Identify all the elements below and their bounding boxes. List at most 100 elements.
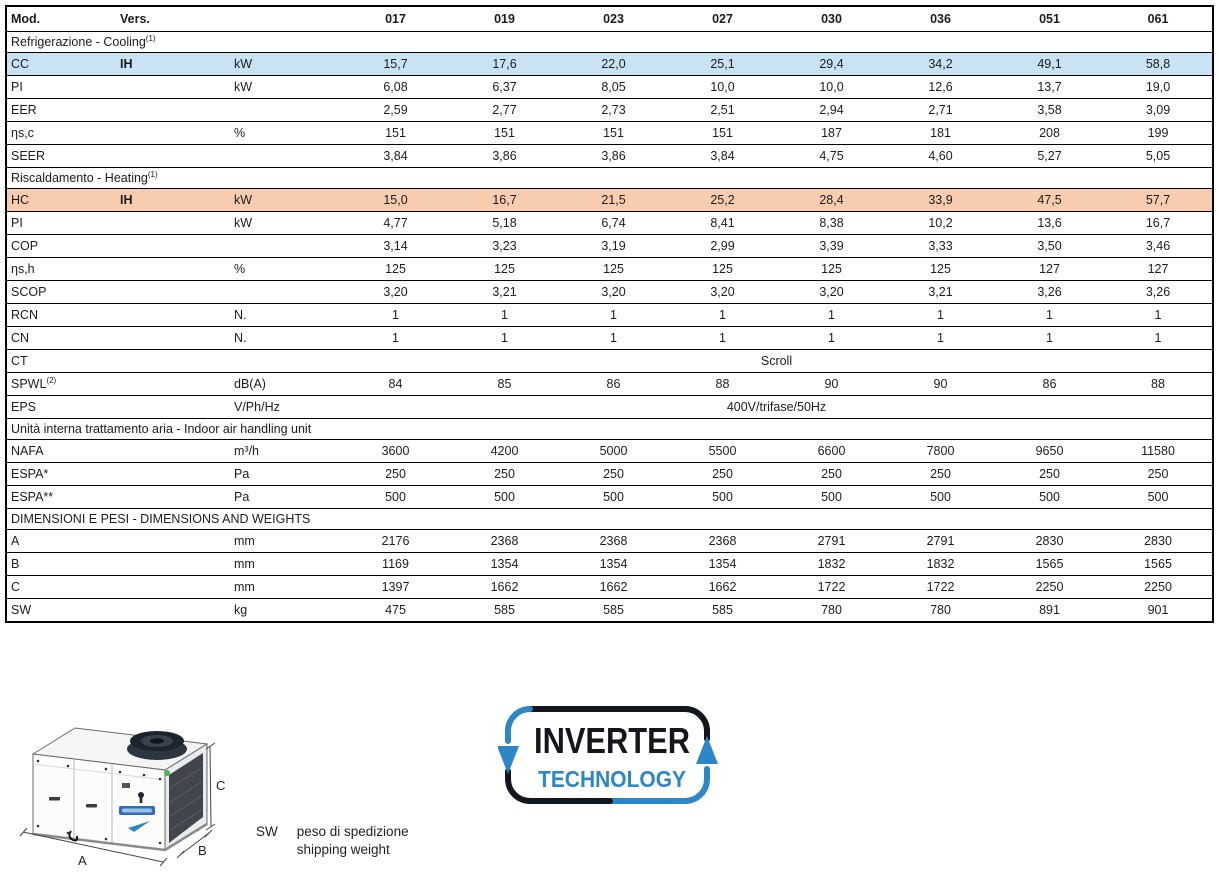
row-label-cell: RCN <box>6 303 116 327</box>
row-label: B <box>11 557 20 571</box>
coil-slat <box>168 766 204 790</box>
unit-cell: Pa <box>228 485 341 509</box>
value-cell: 2176 <box>341 529 450 553</box>
value-cell: 1 <box>1104 303 1213 327</box>
value-cell: 1832 <box>777 552 886 576</box>
coil-slat <box>168 780 204 804</box>
vers-cell <box>116 529 228 553</box>
value-cell: 3,20 <box>777 280 886 304</box>
value-cell: 1662 <box>668 575 777 599</box>
unit-cell <box>228 98 341 122</box>
value-cell: 1 <box>886 303 995 327</box>
value-cell: 7800 <box>886 439 995 463</box>
fan-center <box>150 738 164 744</box>
dim-b-label: B <box>198 843 207 858</box>
logo-frame-black-top <box>527 706 710 742</box>
row-label-cell: C <box>6 575 116 599</box>
value-cell: 5000 <box>559 439 668 463</box>
value-cell: 1 <box>886 326 995 350</box>
value-cell: 3,23 <box>450 234 559 258</box>
value-cell: 208 <box>995 121 1104 145</box>
model-col-header: 027 <box>668 5 777 32</box>
row-label: EPS <box>11 400 37 414</box>
value-cell: 500 <box>995 485 1104 509</box>
value-cell: 250 <box>559 462 668 486</box>
legend-line-english: shipping weight <box>296 841 390 857</box>
value-cell: 2,73 <box>559 98 668 122</box>
section-row: Unità interna trattamento aria - Indoor … <box>6 418 1213 440</box>
row-label: HC <box>11 193 30 207</box>
row-label-cell: CN <box>6 326 116 350</box>
value-cell: 25,2 <box>668 188 777 212</box>
unit-cell <box>228 349 341 373</box>
model-col-header: 017 <box>341 5 450 32</box>
value-cell: 1722 <box>777 575 886 599</box>
unit-cell: N. <box>228 303 341 327</box>
value-cell: 47,5 <box>995 188 1104 212</box>
value-cell: 58,8 <box>1104 52 1213 76</box>
value-cell: 6600 <box>777 439 886 463</box>
vers-cell <box>116 144 228 168</box>
dimension-lines <box>19 742 216 867</box>
row-label: RCN <box>11 308 39 322</box>
coil-slat <box>168 808 204 832</box>
vers-cell <box>116 349 228 373</box>
row-label-cell: EER <box>6 98 116 122</box>
value-cell: 500 <box>1104 485 1213 509</box>
value-cell: 5,18 <box>450 211 559 235</box>
table-row: COP 3,14 3,23 3,19 2,99 3,39 3,33 3,50 3,46 <box>6 234 1213 258</box>
vers-cell <box>116 439 228 463</box>
row-label: CT <box>11 354 28 368</box>
legend-line-italian: peso di spedizione <box>296 824 409 839</box>
value-cell: 34,2 <box>886 52 995 76</box>
row-label-cell: CT <box>6 349 116 373</box>
value-cell: 127 <box>1104 257 1213 281</box>
value-cell: 90 <box>886 372 995 396</box>
value-cell: 250 <box>1104 462 1213 486</box>
value-cell: 250 <box>886 462 995 486</box>
legend-definition: peso di spedizione shipping weight <box>297 823 409 858</box>
section-label: Refrigerazione - Cooling <box>11 35 146 49</box>
section-label: Unità interna trattamento aria - Indoor … <box>11 422 312 436</box>
table-row: SW kg 475 585 585 585 780 780 891 901 <box>6 598 1213 623</box>
value-cell: 500 <box>886 485 995 509</box>
unit-cell: mm <box>228 529 341 553</box>
condenser-coil <box>169 753 203 843</box>
table-row: PI kW 6,08 6,37 8,05 10,0 10,0 12,6 13,7 19,0 <box>6 75 1213 99</box>
value-cell: 2,99 <box>668 234 777 258</box>
value-cell: 1 <box>450 326 559 350</box>
value-cell: 6,37 <box>450 75 559 99</box>
unit-cell: Pa <box>228 462 341 486</box>
vers-cell <box>116 98 228 122</box>
table-row: PI kW 4,77 5,18 6,74 8,41 8,38 10,2 13,6 16,7 <box>6 211 1213 235</box>
value-cell: 3,86 <box>450 144 559 168</box>
vers-cell <box>116 326 228 350</box>
value-cell: 3,50 <box>995 234 1104 258</box>
row-label-cell: SEER <box>6 144 116 168</box>
table-row: CC IH kW 15,7 17,6 22,0 25,1 29,4 34,2 49,1 58,8 <box>6 52 1213 76</box>
value-cell: 6,74 <box>559 211 668 235</box>
section-row: DIMENSIONI E PESI - DIMENSIONS AND WEIGH… <box>6 508 1213 530</box>
row-label: PI <box>11 80 23 94</box>
unit-cell <box>228 144 341 168</box>
row-label-cell: COP <box>6 234 116 258</box>
value-cell: 15,0 <box>341 188 450 212</box>
section-row: Riscaldamento - Heating(1) <box>6 167 1213 189</box>
logo-frame-blue-right <box>607 766 710 804</box>
value-cell: 585 <box>450 598 559 623</box>
value-cell: 3600 <box>341 439 450 463</box>
value-cell: 29,4 <box>777 52 886 76</box>
value-cell: 1 <box>777 303 886 327</box>
section-row: Refrigerazione - Cooling(1) <box>6 31 1213 53</box>
footnote-marker: (1) <box>147 169 158 179</box>
value-cell: 1 <box>341 326 450 350</box>
value-cell: 3,09 <box>1104 98 1213 122</box>
inverter-technology-logo: INVERTER TECHNOLOGY <box>498 706 718 804</box>
up-arrow-icon <box>696 736 718 764</box>
row-label: SCOP <box>11 285 47 299</box>
value-cell: 1722 <box>886 575 995 599</box>
value-cell: 125 <box>341 257 450 281</box>
unit-cell: V/Ph/Hz <box>228 395 341 419</box>
vers-cell <box>116 598 228 623</box>
